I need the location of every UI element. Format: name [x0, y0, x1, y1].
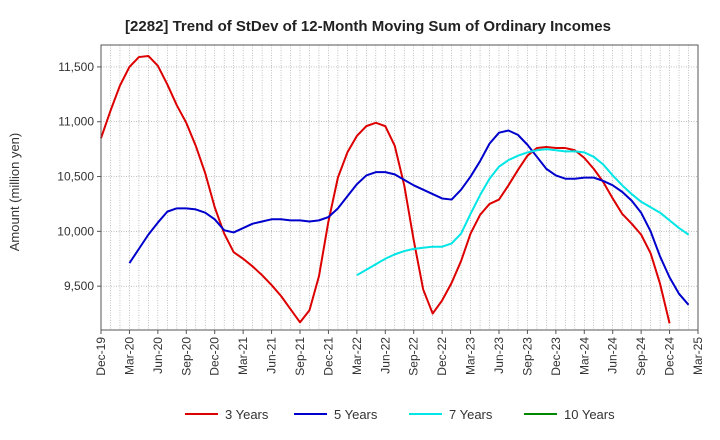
x-tick-label: Dec-22: [435, 337, 449, 376]
x-tick-label: Mar-23: [464, 337, 478, 375]
x-tick-label: Sep-22: [407, 337, 421, 376]
plot-frame: [100, 44, 699, 331]
chart-title: [2282] Trend of StDev of 12-Month Moving…: [125, 18, 611, 35]
x-tick-label: Mar-21: [236, 337, 250, 375]
axes: [100, 44, 699, 331]
legend: 3 Years 5 Years 7 Years 10 Years: [185, 407, 615, 422]
x-tick-label: Mar-24: [577, 337, 591, 375]
series-line-1: [100, 54, 671, 324]
x-tick-label: Jun-22: [378, 337, 392, 374]
x-tick-label: Jun-24: [606, 337, 620, 374]
x-axis-ticks: Dec-19 Mar-20 Jun-20 Sep-20 Dec-20 Mar-21 Jun-…: [94, 330, 705, 376]
y-tick-label: 9,500: [64, 279, 94, 293]
legend-label: 10 Years: [564, 407, 615, 422]
x-tick-label: Dec-23: [549, 337, 563, 376]
x-tick-label: Dec-20: [208, 337, 222, 376]
plot-background: [101, 45, 698, 330]
y-tick-label: 10,000: [57, 224, 94, 238]
series-line-3: [356, 148, 690, 277]
x-tick-label: Jun-21: [265, 337, 279, 374]
y-tick-label: 10,500: [57, 170, 94, 184]
legend-label: 5 Years: [334, 407, 378, 422]
series-line-2: [128, 129, 690, 306]
legend-label: 7 Years: [449, 407, 493, 422]
y-axis-ticks: 9,500 10,000 10,500 11,000 11,500: [57, 60, 101, 293]
x-tick-label: Mar-20: [122, 337, 136, 375]
x-tick-label: Dec-24: [663, 337, 677, 376]
x-tick-label: Jun-20: [151, 337, 165, 374]
y-tick-label: 11,500: [58, 60, 94, 74]
x-tick-label: Mar-25: [691, 337, 705, 375]
x-tick-label: Sep-20: [179, 337, 193, 376]
x-tick-label: Dec-21: [321, 337, 335, 376]
x-tick-label: Sep-21: [293, 337, 307, 376]
series-layer: [100, 54, 690, 324]
x-tick-label: Sep-23: [520, 337, 534, 376]
x-tick-label: Mar-22: [350, 337, 364, 375]
y-axis-label: Amount (million yen): [7, 133, 22, 252]
plot-area: [101, 45, 698, 330]
y-tick-label: 11,000: [58, 115, 94, 129]
legend-label: 3 Years: [225, 407, 269, 422]
x-tick-label: Dec-19: [94, 337, 108, 376]
x-tick-label: Sep-24: [634, 337, 648, 376]
x-tick-label: Jun-23: [492, 337, 506, 374]
